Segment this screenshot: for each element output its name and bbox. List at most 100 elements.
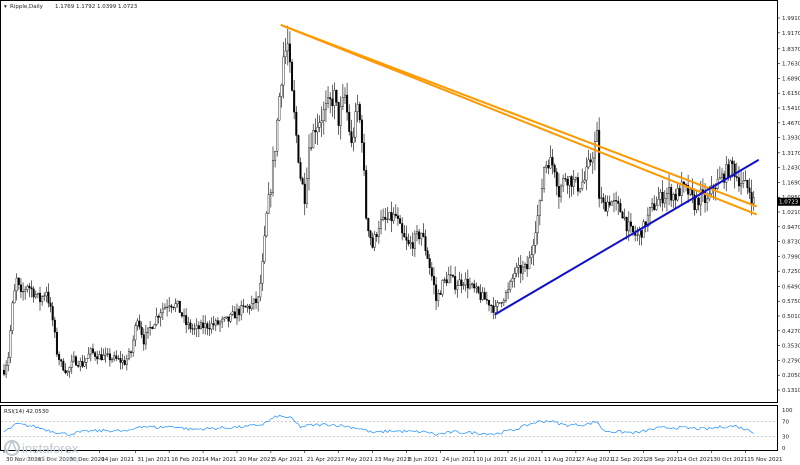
candle-body bbox=[41, 296, 44, 303]
candle-body bbox=[557, 186, 560, 198]
candle-body bbox=[263, 235, 266, 263]
trendlines bbox=[280, 24, 759, 316]
candle-body bbox=[460, 279, 463, 286]
candle-body bbox=[68, 367, 71, 372]
candle-body bbox=[327, 97, 330, 104]
candle-body bbox=[659, 191, 662, 200]
candle-body bbox=[411, 242, 414, 249]
candle-body bbox=[627, 221, 630, 232]
candle-body bbox=[670, 187, 673, 201]
candle-body bbox=[312, 130, 315, 149]
candle-body bbox=[617, 200, 620, 204]
candle-body bbox=[534, 232, 537, 246]
x-tick-label: 12 Sep 2021 bbox=[612, 457, 647, 463]
candle-body bbox=[155, 315, 158, 325]
candle-body bbox=[468, 284, 471, 289]
candle-body bbox=[382, 216, 385, 220]
candle-body bbox=[28, 285, 31, 288]
candle-body bbox=[407, 239, 410, 245]
candle-body bbox=[180, 312, 183, 317]
y-tick-label: 1.4670 bbox=[782, 121, 800, 127]
candle-body bbox=[113, 355, 116, 360]
candle-body bbox=[163, 307, 166, 310]
candle-body bbox=[242, 305, 245, 307]
candle-body bbox=[358, 104, 361, 121]
candle-body bbox=[354, 111, 357, 138]
candle-body bbox=[632, 226, 635, 233]
candle-body bbox=[653, 203, 656, 210]
candle-body bbox=[424, 236, 427, 251]
candle-body bbox=[386, 218, 389, 220]
candle-body bbox=[560, 185, 563, 198]
candle-body bbox=[507, 289, 510, 293]
watermark-brand: instaforex bbox=[22, 441, 79, 456]
candle-body bbox=[388, 212, 391, 220]
candle-body bbox=[225, 316, 228, 319]
candle-body bbox=[231, 311, 234, 315]
candle-body bbox=[363, 142, 366, 171]
candle-body bbox=[426, 250, 429, 259]
candle-body bbox=[170, 305, 173, 308]
candle-body bbox=[227, 316, 230, 322]
candle-body bbox=[547, 165, 550, 169]
candle-body bbox=[252, 298, 255, 304]
candle-body bbox=[320, 120, 323, 123]
candle-body bbox=[324, 103, 327, 110]
candle-body bbox=[471, 283, 474, 286]
rsi-tick-label: 0 bbox=[782, 446, 786, 452]
candle-body bbox=[725, 164, 728, 183]
candle-body bbox=[513, 273, 516, 279]
candle-body bbox=[416, 231, 419, 235]
candle-body bbox=[678, 188, 681, 196]
candle-body bbox=[214, 320, 217, 326]
candle-body bbox=[53, 319, 56, 333]
candle-body bbox=[691, 189, 694, 196]
candle-body bbox=[265, 212, 268, 237]
candle-body bbox=[291, 61, 294, 91]
candle-body bbox=[672, 194, 675, 201]
price-tag-box bbox=[777, 197, 800, 206]
candle-body bbox=[661, 191, 664, 204]
x-tick-label: 16 Feb 2021 bbox=[171, 457, 205, 463]
candle-body bbox=[138, 320, 141, 328]
candle-body bbox=[399, 218, 402, 224]
candle-body bbox=[261, 261, 264, 284]
candle-body bbox=[233, 311, 236, 319]
candle-body bbox=[269, 192, 272, 195]
candle-body bbox=[34, 294, 37, 298]
candle-body bbox=[83, 362, 86, 367]
candle-body bbox=[502, 300, 505, 303]
candle-body bbox=[58, 354, 61, 360]
candle-body bbox=[240, 305, 243, 316]
candle-body bbox=[299, 162, 302, 179]
candle-body bbox=[365, 170, 368, 219]
x-tick-label: 4 Mar 2021 bbox=[205, 457, 236, 463]
candle-body bbox=[589, 159, 592, 163]
candle-body bbox=[727, 164, 730, 178]
candle-body bbox=[352, 136, 355, 143]
candle-body bbox=[568, 176, 571, 186]
candle-body bbox=[706, 198, 709, 203]
candle-body bbox=[208, 328, 211, 330]
x-tick-label: 15 Dec 2020 bbox=[38, 457, 74, 463]
candle-body bbox=[657, 199, 660, 206]
candle-body bbox=[492, 305, 495, 313]
x-tick-label: 23 May 2021 bbox=[375, 457, 411, 463]
rsi-line bbox=[3, 414, 754, 436]
y-tick-label: 1.2430 bbox=[782, 166, 800, 172]
candle-body bbox=[60, 359, 63, 362]
candle-body bbox=[445, 279, 448, 284]
candle-body bbox=[102, 355, 105, 361]
candle-body bbox=[447, 274, 450, 284]
candle-body bbox=[75, 356, 78, 366]
candle-body bbox=[96, 356, 99, 360]
candle-body bbox=[384, 216, 387, 220]
candle-body bbox=[536, 215, 539, 234]
candle-body bbox=[409, 242, 412, 245]
y-tick-label: 1.7630 bbox=[782, 62, 800, 68]
candle-body bbox=[199, 322, 202, 329]
chart-header-ohlc: 1.1769 1.1792 1.0399 1.0723 bbox=[55, 4, 138, 10]
y-tick-label: 0.8730 bbox=[782, 240, 800, 246]
candle-body bbox=[488, 300, 491, 306]
candle-body bbox=[519, 265, 522, 274]
